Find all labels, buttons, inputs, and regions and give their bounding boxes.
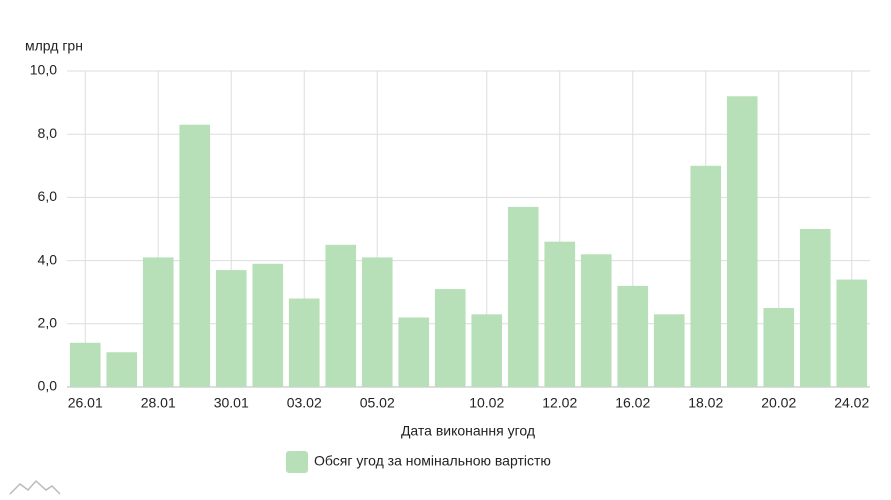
bar	[325, 244, 357, 387]
bar	[507, 206, 539, 387]
y-tick-label: 6,0	[38, 188, 58, 204]
bar	[544, 241, 576, 387]
legend-label: Обсяг угод за номінальною вартістю	[314, 453, 551, 469]
y-tick-label: 8,0	[38, 125, 58, 141]
bar	[215, 270, 247, 387]
bar	[580, 254, 612, 387]
bar	[361, 257, 393, 387]
x-tick-label: 05.02	[360, 395, 395, 411]
x-tick-label: 30.01	[214, 395, 249, 411]
bar	[288, 298, 320, 387]
bar	[471, 314, 503, 387]
y-tick-label: 4,0	[38, 251, 58, 267]
bar	[398, 317, 430, 387]
x-tick-label: 24.02	[834, 395, 869, 411]
legend-swatch	[286, 451, 308, 473]
x-tick-label: 03.02	[287, 395, 322, 411]
x-axis-title: Дата виконання угод	[401, 423, 535, 439]
bar	[69, 342, 101, 387]
logo	[9, 479, 61, 495]
x-tick-label: 12.02	[542, 395, 577, 411]
y-tick-label: 10,0	[30, 62, 57, 78]
x-tick-label: 10.02	[469, 395, 504, 411]
bar	[653, 314, 685, 387]
x-tick-label: 18.02	[688, 395, 723, 411]
bar	[142, 257, 174, 387]
bar	[799, 229, 831, 387]
bar	[252, 263, 284, 387]
bar	[836, 279, 868, 387]
bar	[179, 124, 211, 387]
bar	[106, 352, 138, 387]
y-tick-label: 0,0	[38, 378, 58, 394]
bar	[763, 308, 795, 387]
x-tick-label: 26.01	[68, 395, 103, 411]
bar	[690, 165, 722, 387]
x-tick-label: 28.01	[141, 395, 176, 411]
y-unit: млрд грн	[25, 38, 83, 54]
x-tick-label: 20.02	[761, 395, 796, 411]
bar	[726, 96, 758, 387]
bar	[434, 289, 466, 387]
bar	[617, 285, 649, 387]
x-tick-label: 16.02	[615, 395, 650, 411]
y-tick-label: 2,0	[38, 315, 58, 331]
